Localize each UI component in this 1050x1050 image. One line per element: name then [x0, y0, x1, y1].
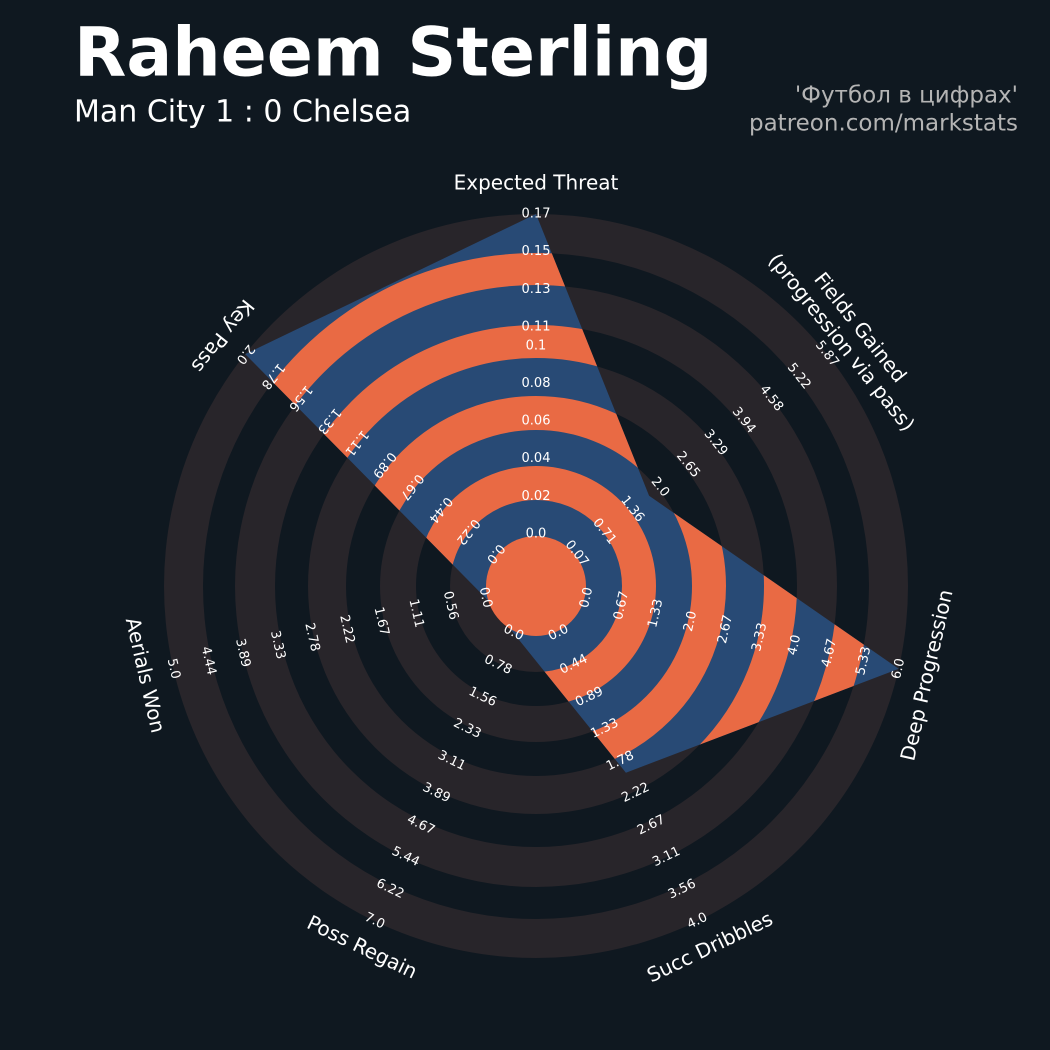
tick-label: 3.89	[232, 637, 253, 669]
tick-label: 5.33	[853, 645, 874, 677]
tick-label: 0.0	[476, 586, 495, 610]
tick-label: 2.22	[336, 613, 357, 645]
tick-label: 0.04	[522, 451, 551, 466]
credit: patreon.com/markstats	[749, 111, 1018, 137]
tick-label: 2.78	[301, 621, 322, 653]
tick-label: 0.1	[526, 338, 547, 353]
tick-label: 1.67	[371, 606, 392, 638]
tick-label: 4.67	[819, 637, 840, 669]
tick-label: 0.13	[522, 282, 551, 297]
tick-label: 2.0	[681, 610, 700, 634]
tick-label: 1.33	[645, 598, 666, 630]
tick-label: 5.0	[164, 657, 183, 681]
tick-label: 4.44	[198, 645, 219, 677]
tick-label: 0.08	[522, 376, 551, 391]
tick-label: 0.67	[611, 590, 632, 622]
tick-label: 0.15	[522, 244, 551, 259]
tick-label: 0.06	[522, 414, 551, 429]
tick-label: 6.0	[889, 657, 908, 681]
tick-label: 0.11	[522, 319, 551, 334]
tick-label: 0.0	[577, 586, 596, 610]
axis-name: Expected Threat	[454, 171, 619, 195]
tick-label: 4.0	[785, 633, 804, 657]
tick-label: 0.17	[522, 207, 551, 222]
tick-label: 1.11	[406, 598, 427, 630]
tick-label: 2.67	[715, 613, 736, 645]
tick-label: 0.0	[526, 527, 547, 542]
tick-label: 0.02	[522, 489, 551, 504]
title: Raheem Sterling	[74, 14, 712, 93]
tick-label: 0.56	[440, 590, 461, 622]
credit: 'Футбол в цифрах'	[795, 83, 1018, 109]
center-disk	[486, 536, 586, 636]
subtitle: Man City 1 : 0 Chelsea	[74, 95, 411, 130]
tick-label: 3.33	[749, 621, 770, 653]
tick-label: 3.33	[267, 629, 288, 661]
